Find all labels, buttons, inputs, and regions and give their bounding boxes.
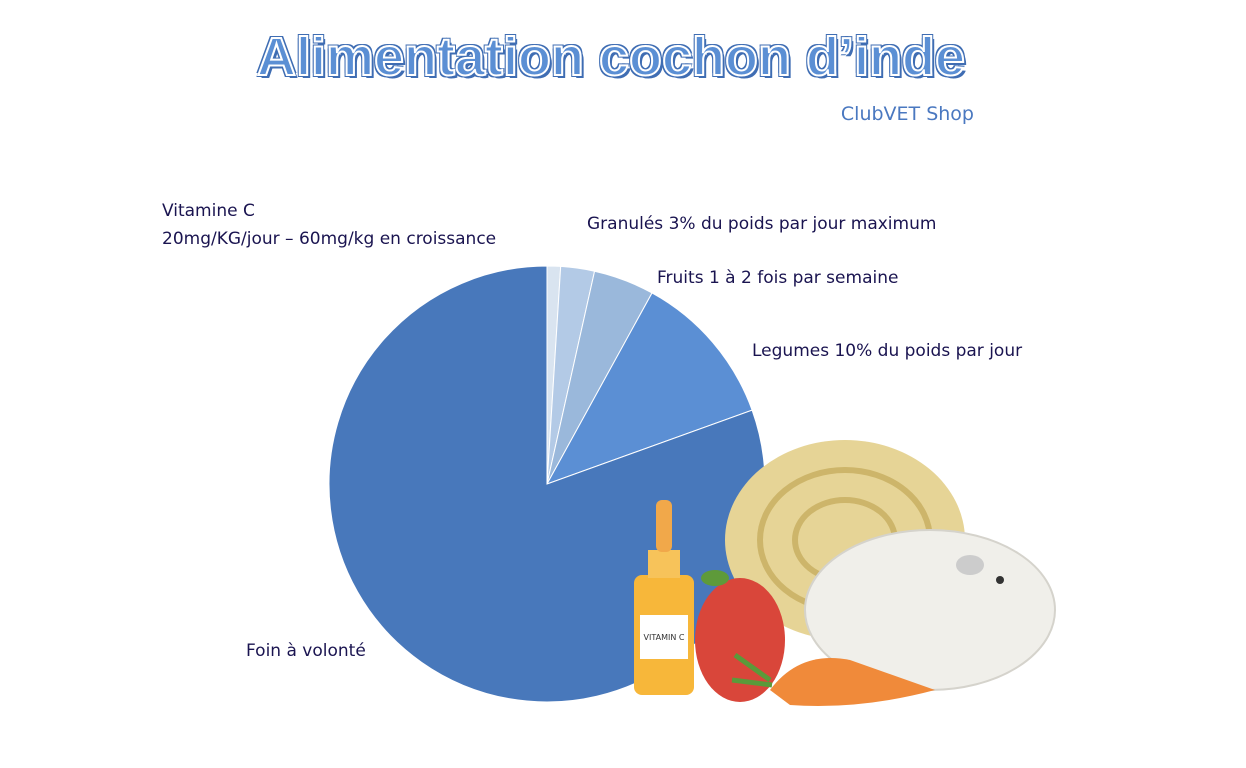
subtitle: ClubVET Shop [840,103,974,125]
carrot-icon [731,652,935,706]
label-fruits: Fruits 1 à 2 fois par semaine [657,268,899,288]
label-foin: Foin à volonté [246,641,366,661]
vitamin-bottle-icon: VITAMIN C [634,500,694,695]
label-vitamine-c: Vitamine C 20mg/KG/jour – 60mg/kg en cro… [162,201,497,249]
pie-slice-3 [545,292,753,485]
page-title: Alimentation cochon d’inde [256,26,966,88]
apple-icon [695,570,785,702]
label-granules: Granulés 3% du poids par jour maximum [587,214,937,234]
svg-text:VITAMIN C: VITAMIN C [644,633,685,642]
label-legumes: Legumes 10% du poids par jour [752,341,1023,361]
